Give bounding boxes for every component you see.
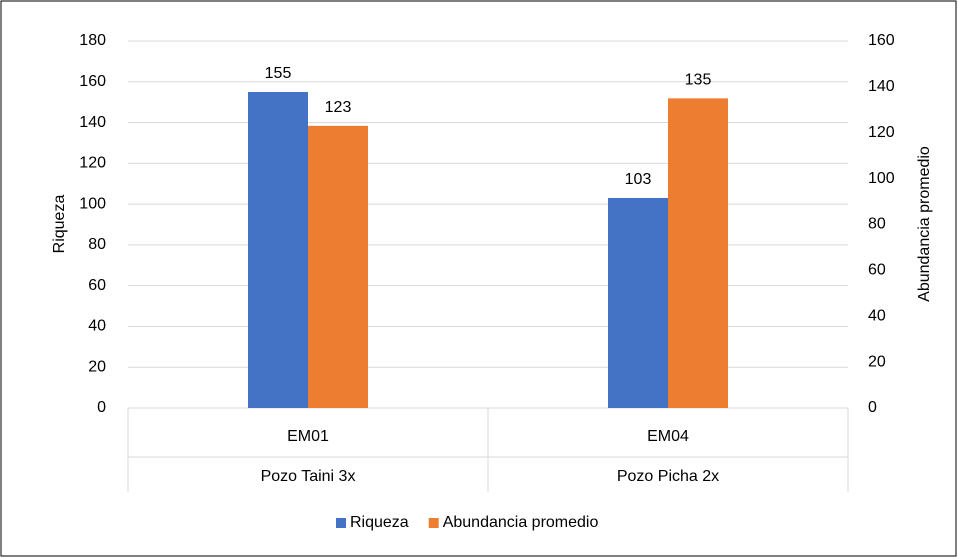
y-tick-label: 140	[79, 114, 106, 131]
bar	[308, 125, 368, 409]
data-label: 103	[625, 171, 652, 188]
data-label: 135	[685, 72, 712, 89]
y2-tick-label: 140	[868, 78, 895, 95]
y-tick-label: 100	[79, 195, 106, 212]
y2-tick-label: 60	[868, 262, 886, 279]
y2-tick-label: 120	[868, 124, 895, 141]
legend-label: Riqueza	[350, 514, 409, 531]
y2-axis-label: Abundancia promedio	[916, 146, 933, 302]
group-label: Pozo Taini 3x	[261, 468, 356, 485]
legend-swatch	[428, 518, 439, 528]
bar	[248, 91, 308, 408]
y2-tick-label: 40	[868, 307, 886, 324]
data-label: 123	[325, 99, 352, 116]
y-tick-label: 180	[79, 32, 106, 49]
bar	[668, 98, 728, 408]
group-label: Pozo Picha 2x	[617, 468, 719, 485]
x-tick-label: EM04	[647, 428, 689, 445]
y-tick-label: 120	[79, 155, 106, 172]
y-tick-label: 80	[88, 236, 106, 253]
y-axis-label: Riqueza	[51, 195, 68, 254]
y-tick-label: 60	[88, 277, 106, 294]
y-tick-label: 160	[79, 73, 106, 90]
legend-swatch	[336, 518, 346, 528]
y2-tick-label: 100	[868, 170, 895, 187]
x-tick-label: EM01	[287, 428, 329, 445]
y-tick-label: 20	[88, 358, 106, 375]
y2-tick-label: 0	[868, 399, 877, 416]
y2-tick-label: 20	[868, 353, 886, 370]
bar	[608, 197, 668, 408]
y-tick-label: 0	[97, 399, 106, 416]
y-tick-label: 40	[88, 318, 106, 335]
legend-label: Abundancia promedio	[443, 514, 599, 531]
y2-tick-label: 160	[868, 32, 895, 49]
data-label: 155	[265, 65, 292, 82]
y2-tick-label: 80	[868, 216, 886, 233]
